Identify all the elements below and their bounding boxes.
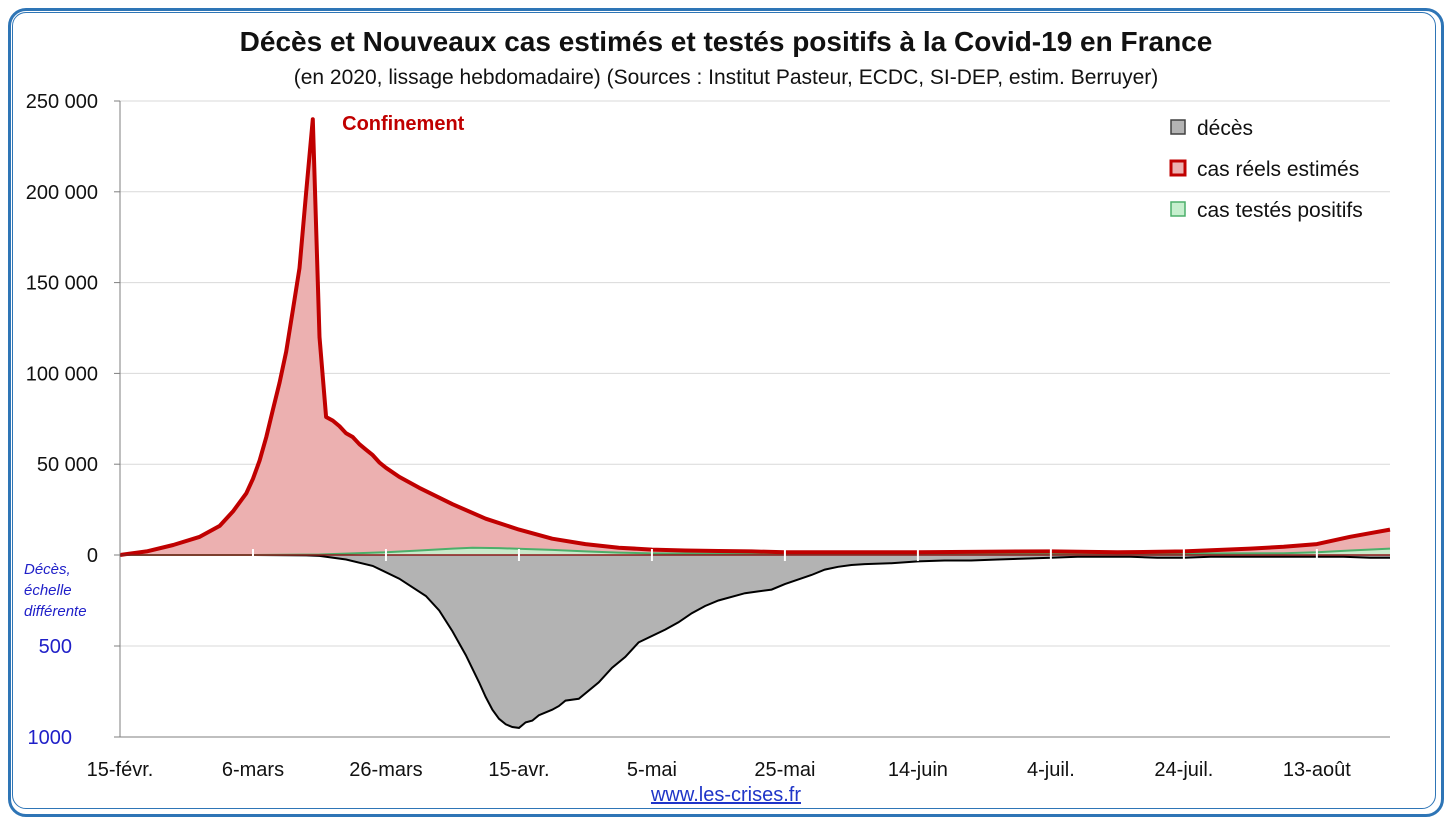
source-link[interactable]: www.les-crises.fr — [650, 784, 801, 806]
series-deces-area — [120, 555, 1390, 728]
legend-swatch — [1169, 159, 1187, 177]
chart-title: Décès et Nouveaux cas estimés et testés … — [239, 26, 1213, 57]
axes — [114, 100, 1390, 738]
y-tick-label: 0 — [87, 545, 98, 567]
y-tick-label: 50 000 — [37, 454, 98, 476]
x-tick-label: 24-juil. — [1154, 759, 1213, 781]
legend-entry: cas réels estimés — [1197, 158, 1359, 181]
legend-swatch — [1170, 201, 1186, 217]
series-cas-reels-line — [119, 117, 1391, 557]
y2-axis-label: échelle — [24, 582, 72, 599]
x-tick-label: 14-juin — [888, 759, 948, 781]
x-tick-label: 26-mars — [349, 759, 422, 781]
x-tick-label: 25-mai — [754, 759, 815, 781]
series-cas-testes-line — [120, 546, 1391, 556]
y2-axis-label: différente — [24, 603, 87, 620]
x-tick-label: 5-mai — [627, 759, 677, 781]
series-deces-line — [120, 554, 1390, 729]
chart-subtitle: (en 2020, lissage hebdomadaire) (Sources… — [293, 66, 1159, 89]
legend-swatch — [1170, 119, 1186, 135]
x-tick-label: 15-avr. — [488, 759, 549, 781]
x-tick-label: 13-août — [1283, 759, 1351, 781]
annotation-confinement: Confinement — [342, 113, 465, 135]
series-areas — [119, 117, 1391, 729]
y2-axis-label: Décès, — [24, 561, 71, 578]
x-tick-label: 4-juil. — [1027, 759, 1075, 781]
x-tick-label: 6-mars — [222, 759, 284, 781]
y2-tick-label: 500 — [39, 636, 72, 658]
y-tick-label: 250 000 — [26, 91, 98, 113]
y2-tick-label: 1000 — [28, 727, 73, 749]
series-cas-reels-area — [120, 119, 1390, 555]
tick-labels: 0 50 000 100 000 150 000 200 000 250 000 500 10… — [24, 91, 1351, 781]
y-tick-label: 200 000 — [26, 182, 98, 204]
y-tick-label: 100 000 — [26, 363, 98, 385]
x-tick-label: 15-févr. — [87, 759, 154, 781]
legend: décès cas réels estimés cas testés positif… — [1169, 117, 1363, 222]
legend-entry: décès — [1197, 117, 1253, 140]
y-tick-label: 150 000 — [26, 273, 98, 295]
chart-frame-inner — [12, 12, 1436, 809]
legend-entry: cas testés positifs — [1197, 199, 1363, 222]
annotations: Confinement — [342, 113, 465, 135]
chart-frame — [8, 8, 1444, 817]
